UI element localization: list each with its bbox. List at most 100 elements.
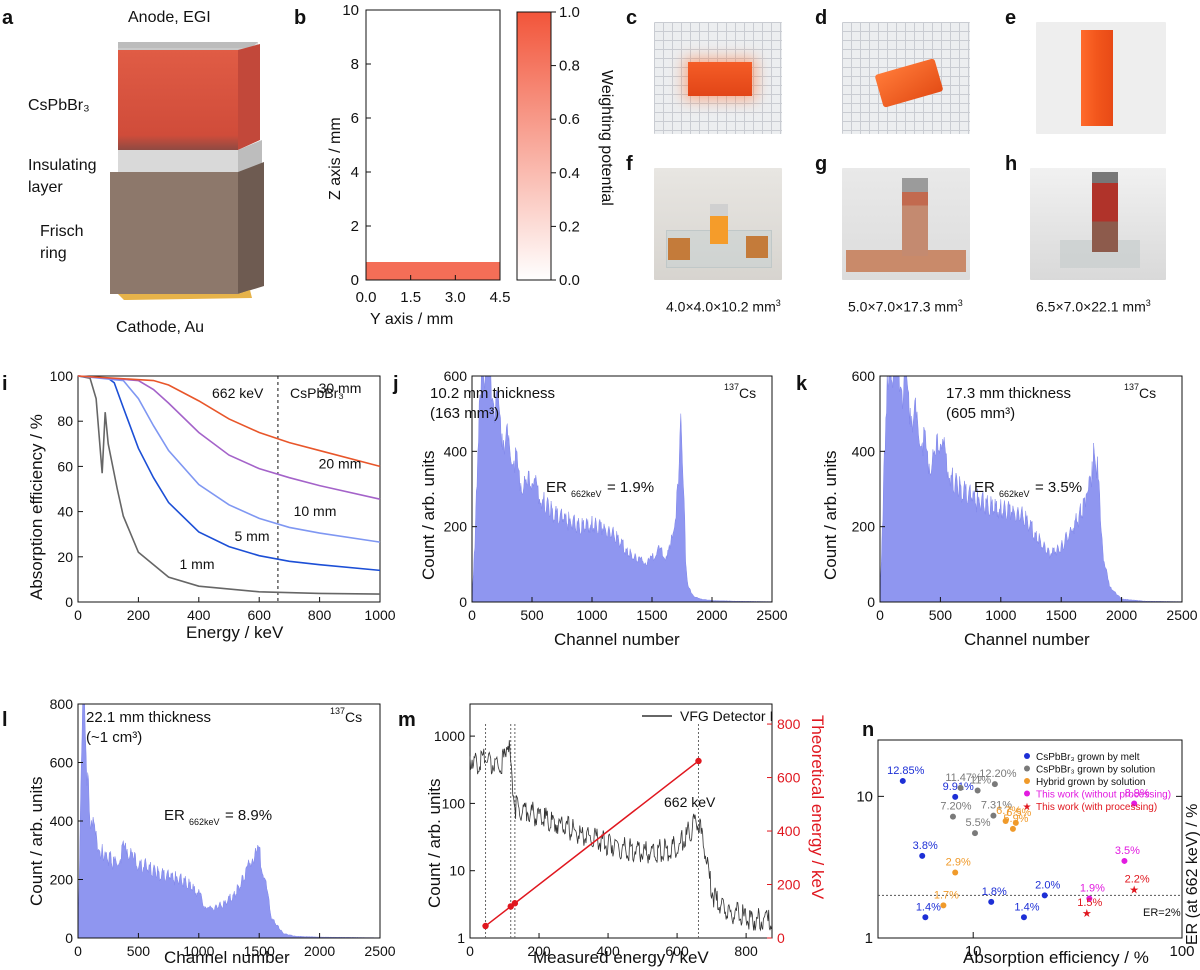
er-point [974,787,981,794]
heatmap-ytick-label: 4 [351,164,359,181]
er-point [1002,817,1009,824]
m-xtick-label: 600 [665,943,689,959]
er-point [1041,892,1048,899]
caption-h: 6.5×7.0×22.1 mm3 [1036,298,1151,315]
spectrum-j-ylabel: Count / arb. units [419,451,438,580]
caption-g: 5.0×7.0×17.3 mm3 [848,298,963,315]
spectrum-k-title-2: (605 mm³) [946,405,1015,422]
m-ytick-label: 1 [457,930,465,946]
curve-label-10mm: 10 mm [294,503,337,519]
i-xtick-label: 800 [308,607,332,623]
j-xtick-label: 500 [520,607,544,623]
photo-e [1036,22,1166,134]
er-point-label: 1.4% [1014,901,1039,913]
l-ytick-label: 200 [50,872,74,888]
j-xtick-label: 1000 [576,607,607,623]
heatmap-ytick-label: 8 [351,56,359,73]
i-ytick-label: 100 [50,368,74,384]
frisch-ring [110,172,238,294]
er-ref-label: ER=2% [1143,907,1181,919]
j-xtick-label: 0 [468,607,476,623]
m-xtick-label: 400 [596,943,620,959]
l-xtick-label: 0 [74,943,82,959]
panel-j: j 0 500 1000 1500 2000 2500 0 200 400 600 10.2 mm… [392,368,788,649]
caption-f: 4.0×4.0×10.2 mm3 [666,298,781,315]
m-y2tick-label: 800 [777,716,801,732]
er-point-label: 2.9% [946,857,971,869]
spectrum-j-er-sub: 662keV [571,489,602,499]
k-ytick-label: 600 [852,368,876,384]
legend-dot [1024,790,1030,797]
er-point [952,869,959,876]
crystal-block [118,50,238,150]
er-point [971,830,978,837]
i-xtick-label: 200 [127,607,151,623]
insulating-label-1: Insulating [28,157,97,174]
i-ytick-label: 60 [57,458,73,474]
j-ytick-label: 400 [444,443,468,459]
er-point-label: 1.4% [916,901,941,913]
material-label: CsPbBr₃ [290,385,344,401]
spectrum-k-ylabel: Count / arb. units [821,451,840,580]
er-point-label: 11% [970,775,991,787]
k-xtick-label: 0 [876,607,884,623]
legend-entry: Hybrid grown by solution [1036,777,1146,788]
spectrum-j-er: ER [546,479,567,496]
er-point-label: 6.7% [996,805,1021,817]
caption-g-text: 5.0×7.0×17.3 mm [848,298,958,315]
pad-f-left [668,238,690,260]
er-point-label: 11.47% [945,772,982,784]
er-point-star: ★ [1129,885,1139,897]
l-ytick-label: 600 [50,755,74,771]
spectrum-j-title-1: 10.2 mm thickness [430,385,555,402]
calibration-ylabel: Count / arb. units [425,779,444,908]
caption-h-text: 6.5×7.0×22.1 mm [1036,298,1146,315]
legend-dot [1024,778,1030,784]
calibration-ylabel-right: Theoretical energy / keV [808,715,827,900]
m-xtick-label: 800 [734,943,758,959]
l-xtick-label: 500 [127,943,151,959]
n-frame [877,739,1183,939]
insulating-layer [118,150,238,174]
er-point [990,812,997,819]
i-ytick-label: 20 [57,549,73,565]
colorbar-tick-label: 0.8 [559,58,580,75]
heatmap-axes: 0.0 1.5 3.0 4.5 0 2 4 6 8 10 [342,2,510,306]
spectrum-k-title-1: 17.3 mm thickness [946,385,1071,402]
crystal-label: CsPbBr₃ [28,97,90,114]
calibration-xlabel: Measured energy / keV [533,948,709,967]
anode-plate-edge [118,42,258,48]
curve-label-30mm: 30 mm [319,380,362,396]
k-xtick-label: 2000 [1106,607,1137,623]
legend-dot [1024,765,1030,772]
k-xtick-label: 2500 [1166,607,1197,623]
spectrum-j-xlabel: Channel number [554,630,680,649]
spectrum-j-er-value: = 1.9% [607,479,654,496]
photo-h [1030,168,1166,280]
panel-label-b: b [294,7,306,29]
panel-label-l: l [2,709,8,731]
er-point [940,902,947,909]
spectrum-j-isotope: Cs [739,385,756,401]
m-ytick-label: 10 [449,863,465,879]
er-point-label: 1.7% [934,889,959,901]
er-point-label: 2.2% [1125,874,1150,886]
heatmap-xtick-label: 4.5 [490,289,511,306]
spectrum-l-title-2: (~1 cm³) [86,729,142,746]
k-frame [879,375,1183,603]
heatmap-xtick-label: 1.5 [400,289,421,306]
er-point-label: 6.5% [1006,807,1031,819]
heatmap-xlabel: Y axis / mm [370,311,453,328]
spectrum-k-area [880,376,1182,602]
heatmap-ytick-label: 10 [342,2,359,19]
device-h [1092,172,1118,252]
panel-label-m: m [398,709,416,731]
er-point-label: 5.9% [1003,813,1028,825]
photo-d [842,22,970,134]
er-point [1020,914,1027,921]
j-ytick-label: 200 [444,519,468,535]
j-xtick-label: 2500 [756,607,787,623]
heatmap-ytick-label: 2 [351,218,359,235]
caption-f-text: 4.0×4.0×10.2 mm [666,298,776,315]
er-point-star: ★ [1082,908,1092,920]
